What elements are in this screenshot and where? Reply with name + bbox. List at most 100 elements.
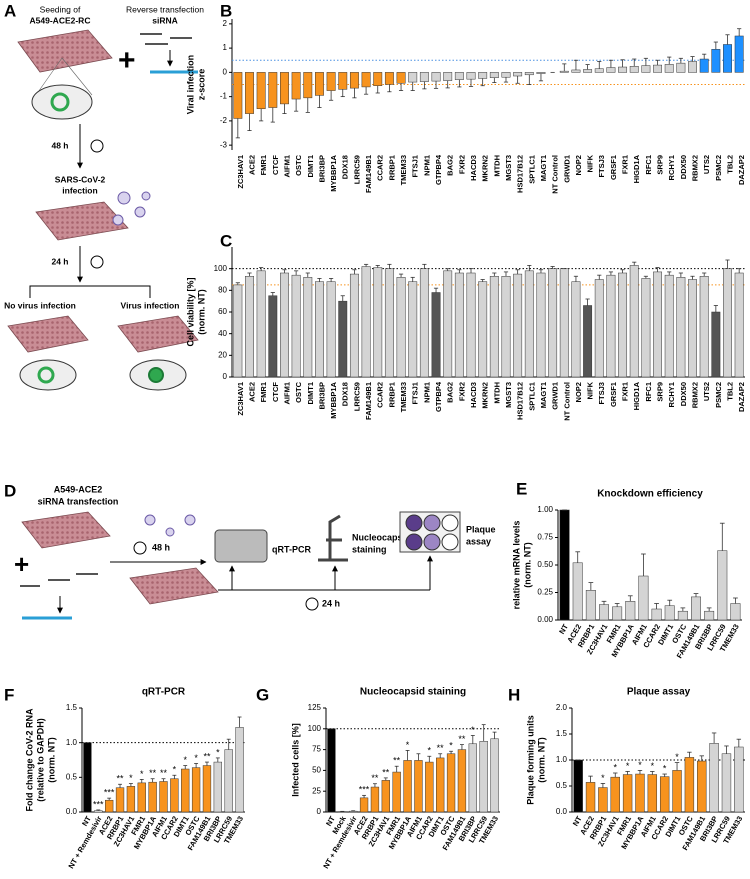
bar <box>478 281 488 378</box>
x-tick-label: MGST3 <box>504 382 513 408</box>
x-tick-label: MTDH <box>492 382 501 404</box>
x-tick-label: BRI3BP <box>317 155 326 183</box>
significance: ** <box>203 751 211 761</box>
x-tick-label: HACD3 <box>469 155 478 181</box>
x-tick-label: HSD17B12 <box>516 382 525 420</box>
x-tick-label: RFC1 <box>644 155 653 175</box>
bar <box>641 278 651 378</box>
y-axis-label: Infected cells [%] <box>290 723 300 797</box>
x-tick-label: RCHY1 <box>667 155 676 180</box>
bar <box>721 753 732 813</box>
y-tick-label: 40 <box>218 329 227 338</box>
panel-letter: A <box>4 1 16 20</box>
label: 24 h <box>322 598 340 608</box>
y-axis-label: (norm. NT) <box>196 289 206 335</box>
bar <box>709 743 719 813</box>
diagram-d: D A549-ACE2 siRNA transfection + 48 h qR… <box>4 481 496 620</box>
label: Nucleocapsid <box>352 532 411 542</box>
y-tick-label: 60 <box>218 307 227 316</box>
bar <box>159 781 168 813</box>
x-tick-label: GRSF1 <box>609 382 618 407</box>
bar <box>181 768 190 813</box>
bar <box>245 72 254 114</box>
significance: * <box>428 746 432 756</box>
bar <box>191 767 201 813</box>
bar <box>338 72 348 90</box>
bar <box>659 776 670 813</box>
x-tick-label: FXR2 <box>457 382 466 401</box>
bar <box>280 72 289 105</box>
x-tick-label: AIFM1 <box>282 382 291 405</box>
label: A549-ACE2-RC <box>30 15 91 25</box>
plate <box>7 315 89 353</box>
x-tick-label: GRSF1 <box>609 155 618 180</box>
bar <box>691 596 701 621</box>
branch <box>29 285 151 298</box>
bar <box>618 66 628 73</box>
significance: * <box>663 763 667 773</box>
x-tick-label: NIFK <box>586 381 595 399</box>
bar <box>349 72 359 89</box>
diagram-a: A Seeding of A549-ACE2-RC + Reverse tran… <box>4 1 204 391</box>
x-tick-label: RRBP1 <box>387 155 396 180</box>
y-tick-label: 0.0 <box>66 807 78 816</box>
bar <box>425 761 434 813</box>
clock <box>90 139 104 153</box>
x-tick-label: SPTLC1 <box>527 155 536 184</box>
bar <box>723 44 732 73</box>
x-tick-label: NOP2 <box>574 382 583 402</box>
bar <box>373 72 383 86</box>
plate <box>35 201 129 241</box>
x-tick-label: ZC3HAV1 <box>236 382 245 416</box>
y-tick-label: 0.5 <box>66 772 78 781</box>
x-tick-label: TBL2 <box>725 382 734 401</box>
bar <box>327 728 336 813</box>
bar <box>466 272 476 378</box>
x-tick-label: CCAR2 <box>376 382 385 408</box>
label: Virus infection <box>121 300 180 310</box>
bar <box>606 67 616 73</box>
significance: ** <box>437 743 445 753</box>
bar <box>684 757 695 813</box>
sirna <box>20 573 98 587</box>
reporter <box>148 367 164 383</box>
bar <box>717 550 728 621</box>
x-tick-label: GTPBP4 <box>434 381 443 412</box>
zoom-line <box>61 57 93 96</box>
x-tick-label: SPTLC1 <box>527 382 536 411</box>
bar <box>268 295 278 378</box>
bar <box>536 72 546 74</box>
bar <box>559 509 570 621</box>
chart-title: Nucleocapsid staining <box>360 687 466 698</box>
significance: * <box>216 747 220 757</box>
clock <box>90 255 104 269</box>
x-tick-label: FAM149B1 <box>364 382 373 420</box>
bar <box>443 270 453 378</box>
bar <box>489 72 499 78</box>
label: SARS-CoV-2 <box>55 174 106 184</box>
bar <box>688 279 697 378</box>
bar <box>468 743 477 813</box>
bar <box>664 274 674 378</box>
y-tick-label: 75 <box>312 745 321 754</box>
bar <box>583 69 593 73</box>
zoom-line <box>35 57 63 96</box>
bar <box>734 272 744 378</box>
significance: * <box>406 740 410 750</box>
bar <box>361 72 371 88</box>
bar <box>585 590 596 621</box>
significance: * <box>651 761 655 771</box>
y-axis-label: (relative to GAPDH) <box>35 718 45 802</box>
y-tick-label: 20 <box>218 350 227 359</box>
y-axis-label: z-score <box>196 69 206 101</box>
bar <box>672 770 682 813</box>
x-tick-label: AIFM1 <box>282 155 291 178</box>
significance: * <box>675 752 679 762</box>
x-tick-label: MKRN2 <box>481 155 490 182</box>
panel-letter: B <box>220 1 232 20</box>
x-tick-label: CTCF <box>271 382 280 402</box>
bar <box>606 274 616 378</box>
bar <box>618 272 628 378</box>
wells <box>405 514 459 551</box>
bar <box>170 778 179 813</box>
